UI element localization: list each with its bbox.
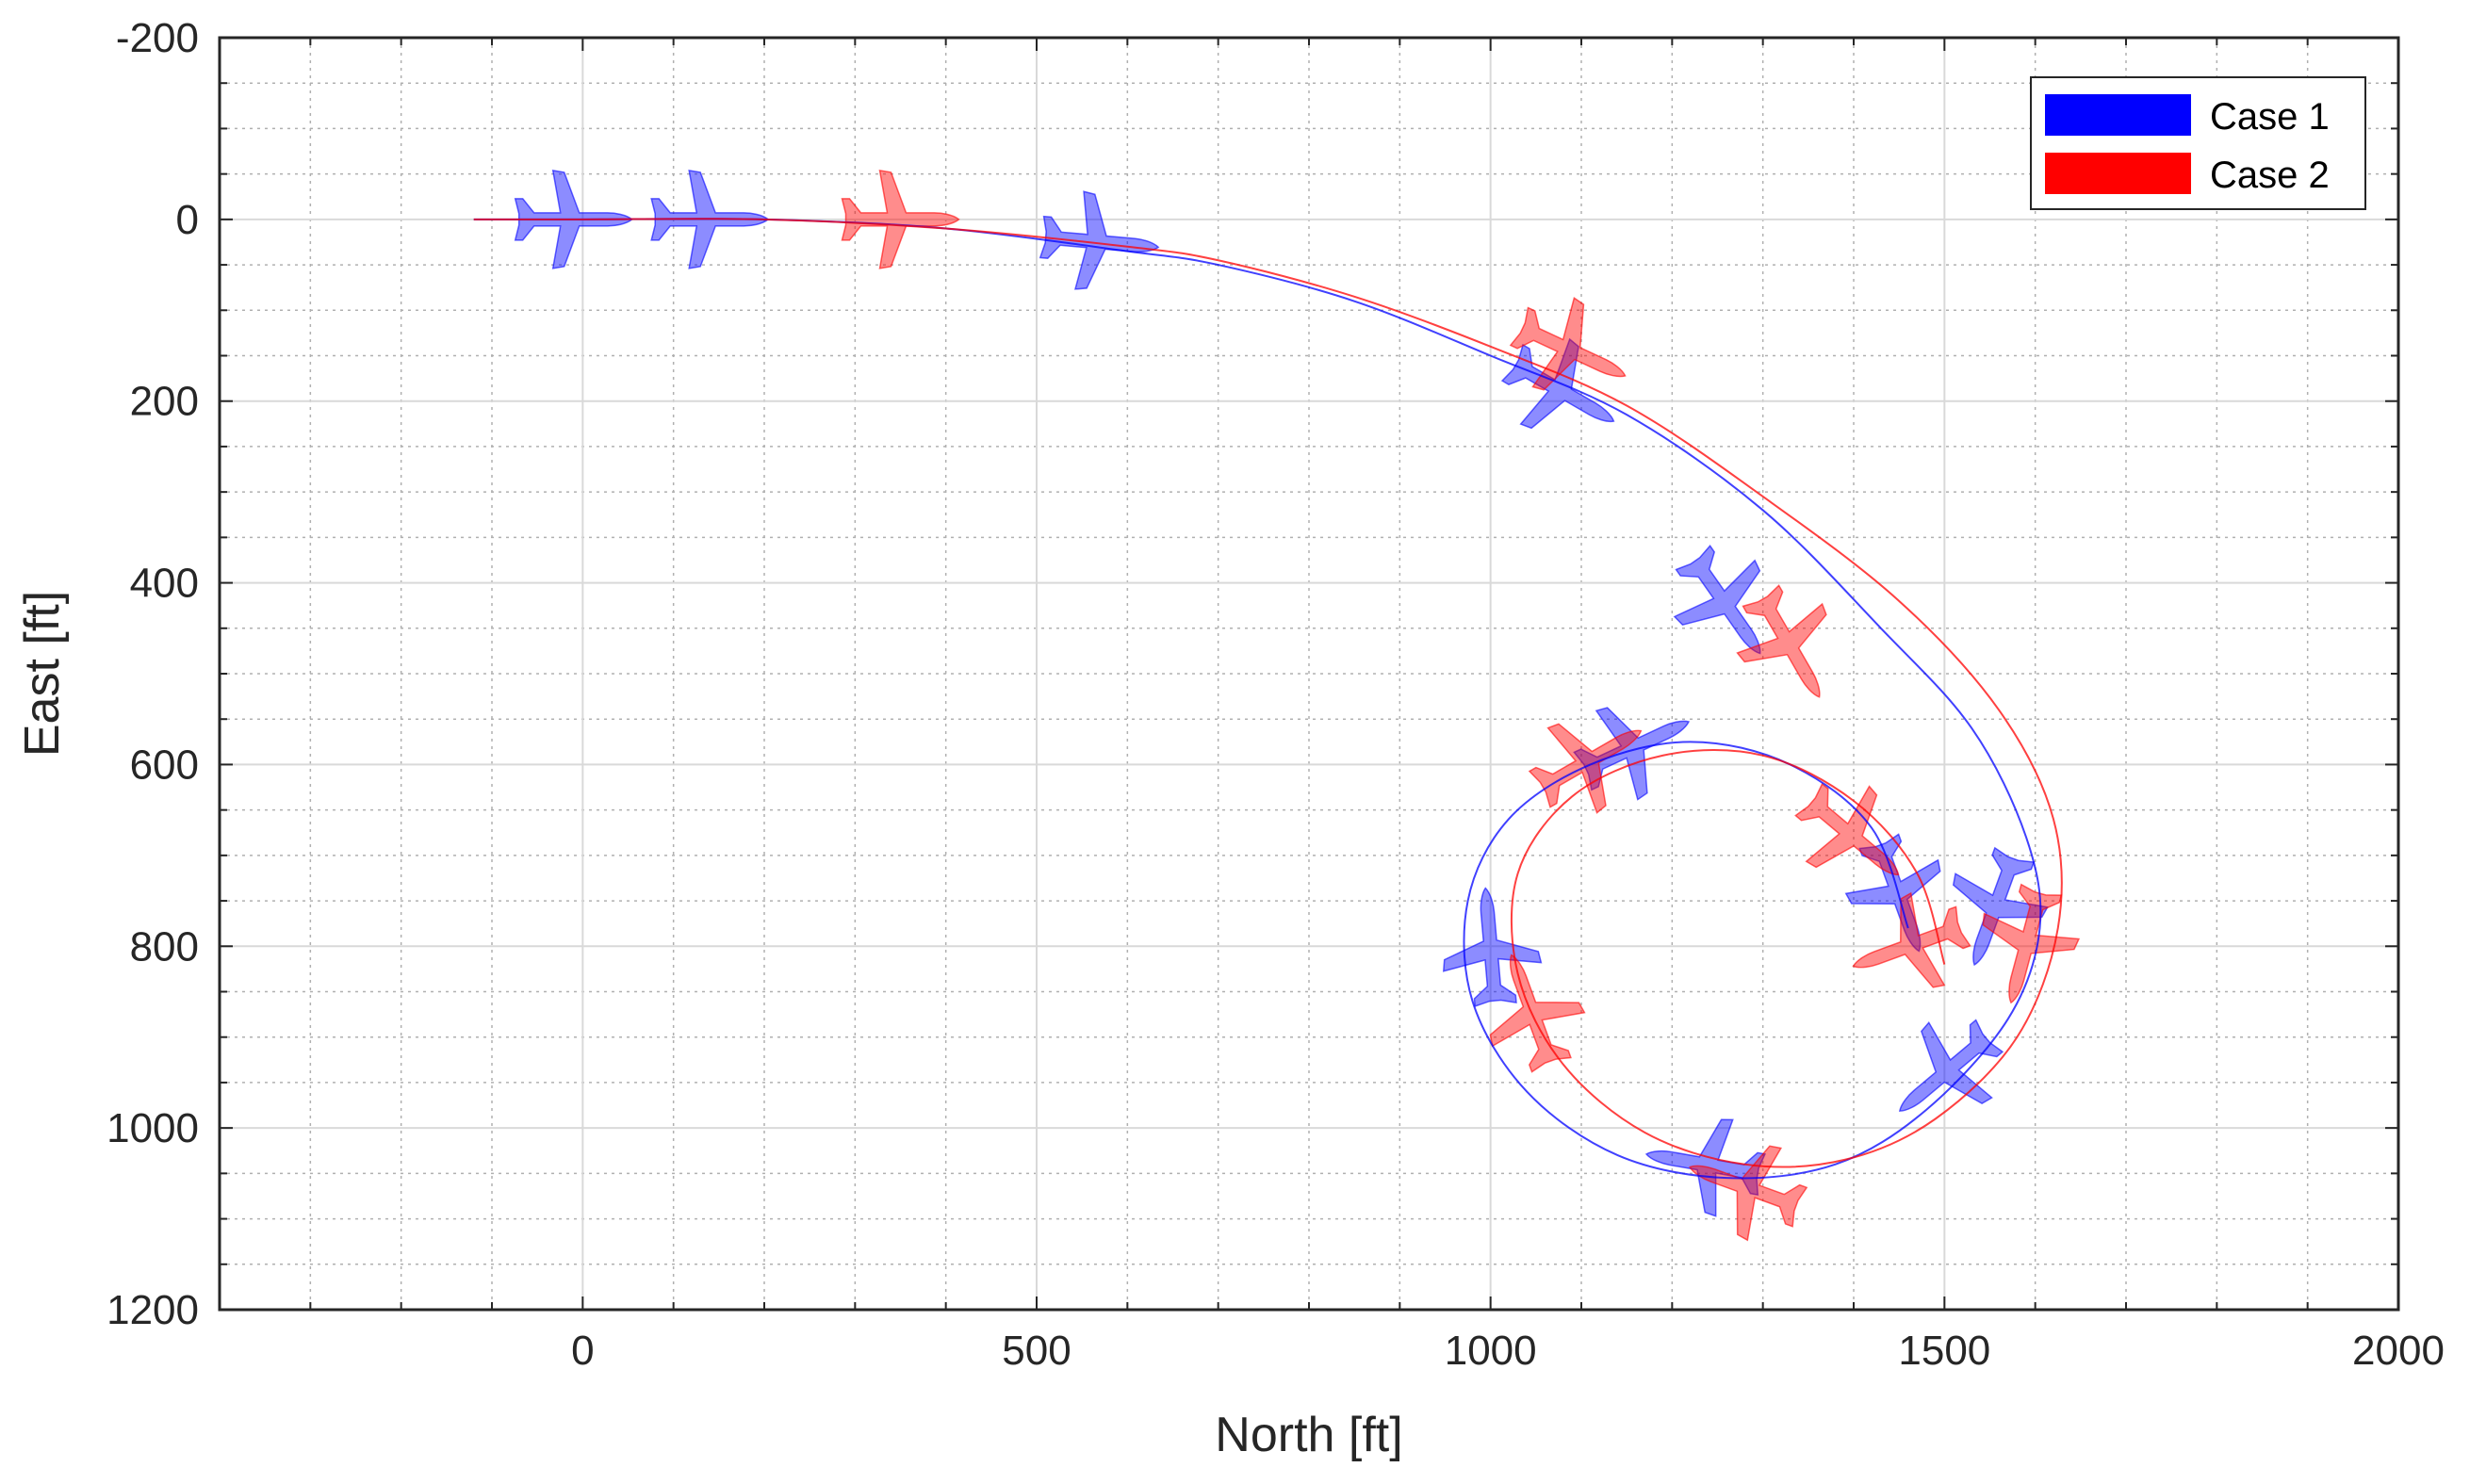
aircraft-layer: [514, 169, 2081, 1242]
aircraft-marker: [1794, 782, 1900, 876]
minor-grid: [219, 38, 2398, 1310]
y-tick-label: 0: [176, 197, 199, 243]
y-tick-label: 800: [130, 923, 199, 970]
y-tick-label: 600: [130, 742, 199, 788]
legend-label: Case 2: [2210, 155, 2330, 196]
y-axis-label: East [ft]: [15, 591, 70, 757]
aircraft-marker: [1952, 846, 2049, 967]
y-tick-label: 400: [130, 561, 199, 607]
aircraft-marker: [1528, 723, 1643, 814]
x-tick-label: 1000: [1445, 1328, 1537, 1374]
aircraft-marker: [1509, 297, 1627, 391]
legend-swatch: [2045, 153, 2191, 194]
x-tick-labels: 0 500 1000 1500 2000: [571, 1328, 2445, 1374]
trajectory-line: [473, 218, 2063, 1168]
trajectory-lines: [473, 218, 2063, 1180]
y-tick-label: -200: [116, 15, 199, 61]
legend-swatch: [2045, 94, 2191, 136]
y-tick-label: 1000: [106, 1105, 199, 1151]
aircraft-marker: [1644, 1118, 1767, 1217]
aircraft-marker: [1898, 1019, 2004, 1112]
aircraft-marker: [841, 169, 960, 269]
axes-box: [218, 36, 2400, 1312]
trajectory-line: [473, 218, 2042, 1180]
aircraft-marker: [1736, 584, 1827, 698]
aircraft-marker: [1689, 1145, 1808, 1242]
y-tick-labels: -200 0 200 400 600 800 1000 1200: [106, 15, 199, 1333]
aircraft-marker: [1852, 891, 1971, 988]
x-tick-label: 2000: [2352, 1328, 2445, 1374]
aircraft-marker: [1442, 887, 1543, 1007]
x-tick-label: 1500: [1898, 1328, 1990, 1374]
x-tick-label: 500: [1002, 1328, 1071, 1374]
aircraft-marker: [1673, 545, 1761, 655]
y-tick-label: 1200: [106, 1287, 199, 1333]
plot-area: [473, 169, 2081, 1242]
x-tick-label: 0: [571, 1328, 594, 1374]
aircraft-marker: [1573, 707, 1691, 801]
legend-label: Case 1: [2210, 96, 2330, 138]
y-tick-label: 200: [130, 379, 199, 425]
x-axis-label: North [ft]: [1215, 1408, 1402, 1462]
legend: Case 1 Case 2: [2030, 76, 2366, 210]
aircraft-marker: [1489, 954, 1586, 1073]
